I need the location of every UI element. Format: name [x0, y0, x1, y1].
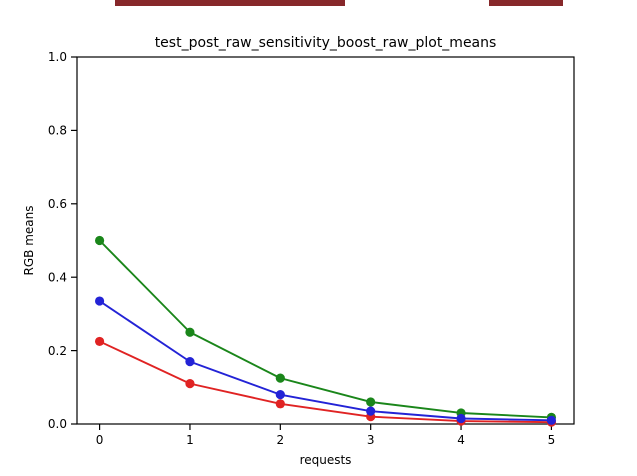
- y-axis-label: RGB means: [22, 206, 36, 276]
- data-point-green: [185, 327, 195, 337]
- tick-layer: 0.0 0.2 0.4 0.6 0.8 1.0 0 1 2 3 4 5: [48, 50, 555, 447]
- y-tick-label: 0.4: [48, 270, 67, 284]
- y-tick-label: 0.2: [48, 344, 67, 358]
- data-point-green: [275, 373, 285, 383]
- data-point-green: [94, 235, 105, 246]
- x-tick-label: 0: [96, 433, 104, 447]
- top-artifact-layer: [115, 0, 563, 6]
- top-artifact-bar: [489, 0, 563, 6]
- x-tick-label: 2: [276, 433, 284, 447]
- data-point-green: [366, 397, 376, 407]
- x-tick-label: 4: [457, 433, 465, 447]
- data-point-blue: [456, 413, 466, 424]
- chart-title: test_post_raw_sensitivity_boost_raw_plot…: [155, 35, 497, 51]
- y-tick-label: 0.0: [48, 417, 67, 431]
- data-point-blue: [185, 357, 195, 367]
- top-artifact-bar: [115, 0, 345, 6]
- x-axis-label: requests: [300, 453, 352, 467]
- series-line-blue: [98, 300, 553, 422]
- data-point-red: [185, 379, 195, 389]
- y-tick-label: 0.8: [48, 124, 67, 138]
- data-point-blue: [275, 390, 285, 400]
- data-point-blue: [366, 406, 376, 416]
- x-tick-label: 1: [186, 433, 194, 447]
- data-point-blue: [546, 415, 557, 425]
- plot-area: [76, 56, 575, 425]
- x-tick-label: 3: [367, 433, 375, 447]
- series-layer: [94, 235, 557, 427]
- x-tick-label: 5: [548, 433, 556, 447]
- data-point-red: [275, 399, 285, 409]
- series-line-red: [98, 340, 553, 424]
- data-point-blue: [94, 296, 105, 306]
- data-point-red: [94, 336, 105, 347]
- y-tick-label: 1.0: [48, 50, 67, 64]
- y-tick-label: 0.6: [48, 197, 67, 211]
- series-line-green: [98, 239, 553, 419]
